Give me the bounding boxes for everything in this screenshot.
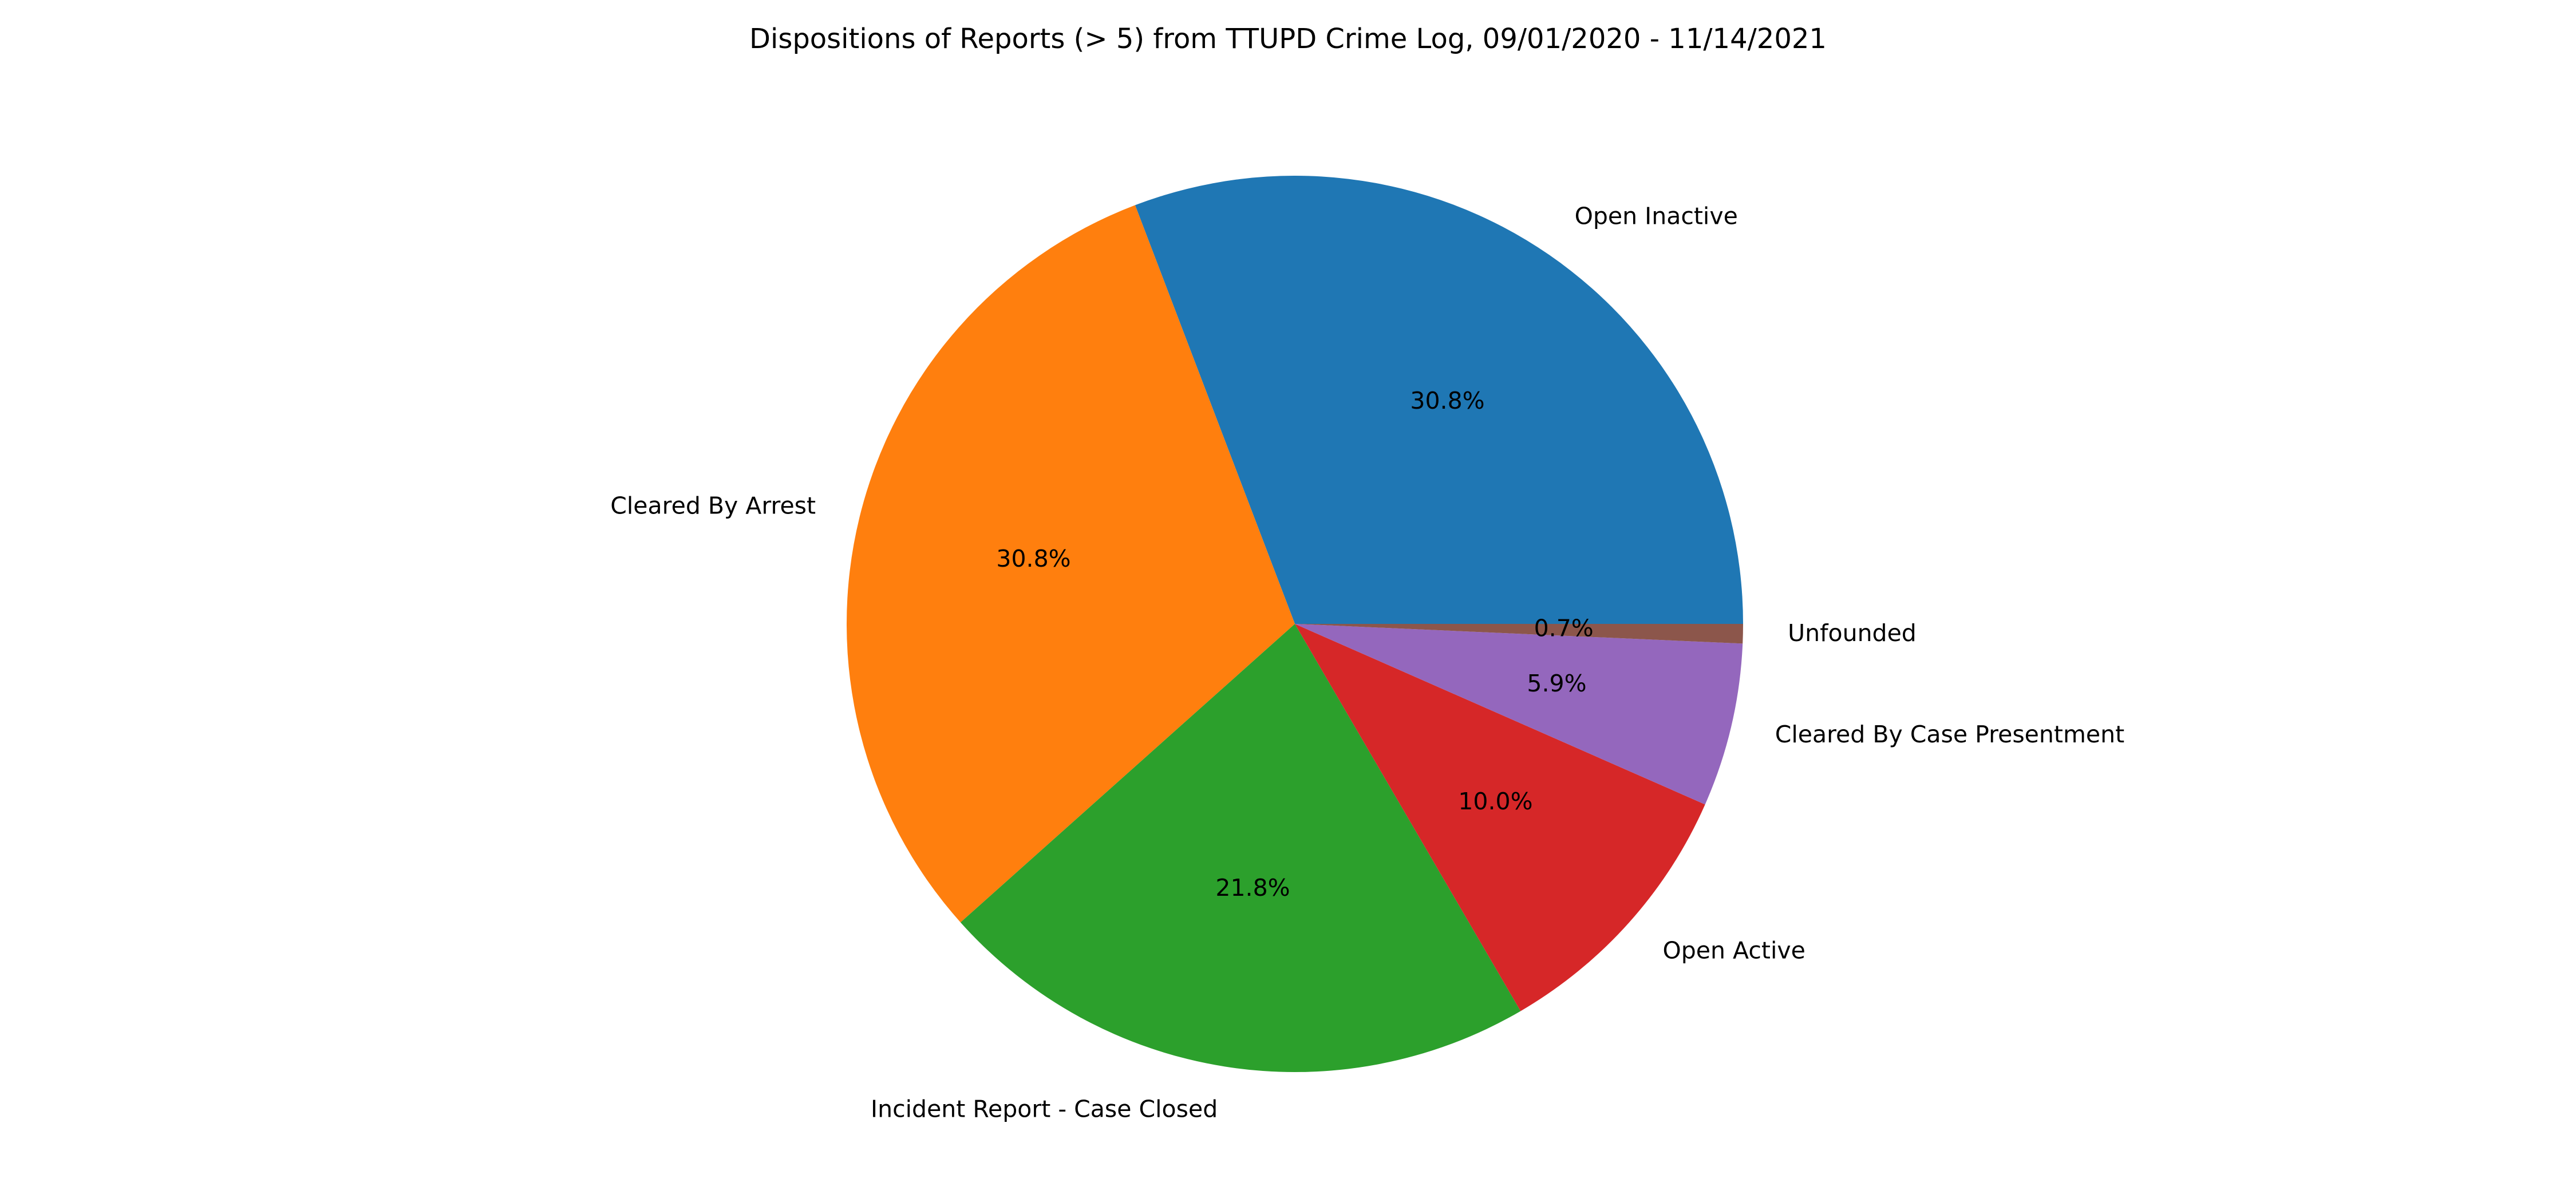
percent-label-cleared-by-arrest: 30.8%: [996, 545, 1070, 572]
percent-labels: 30.8% 30.8% 21.8% 10.0% 5.9% 0.7%: [996, 387, 1593, 902]
pie-slices: [847, 176, 1743, 1072]
slice-labels: Open Inactive Cleared By Arrest Incident R…: [610, 203, 2124, 1123]
pie-slice-incident-report-case-closed: [960, 624, 1521, 1072]
slice-label-cleared-by-arrest: Cleared By Arrest: [610, 492, 816, 519]
pie-slice-unfounded: [1295, 624, 1743, 644]
percent-label-incident-report-case-closed: 21.8%: [1215, 874, 1290, 902]
pie-slice-cleared-by-case-presentment: [1295, 624, 1743, 805]
percent-label-open-active: 10.0%: [1458, 788, 1532, 815]
percent-label-unfounded: 0.7%: [1534, 614, 1594, 642]
pie-slice-open-inactive: [1135, 176, 1743, 624]
slice-label-open-active: Open Active: [1662, 937, 1805, 964]
pie-slice-open-active: [1295, 624, 1705, 1011]
chart-title: Dispositions of Reports (> 5) from TTUPD…: [749, 23, 1827, 55]
percent-label-open-inactive: 30.8%: [1410, 387, 1484, 414]
percent-label-cleared-by-case-presentment: 5.9%: [1527, 670, 1586, 697]
pie-slice-cleared-by-arrest: [847, 205, 1295, 923]
slice-label-unfounded: Unfounded: [1788, 619, 1917, 647]
slice-label-incident-report-case-closed: Incident Report - Case Closed: [871, 1096, 1218, 1123]
slice-label-cleared-by-case-presentment: Cleared By Case Presentment: [1775, 721, 2124, 748]
slice-label-open-inactive: Open Inactive: [1575, 203, 1738, 230]
